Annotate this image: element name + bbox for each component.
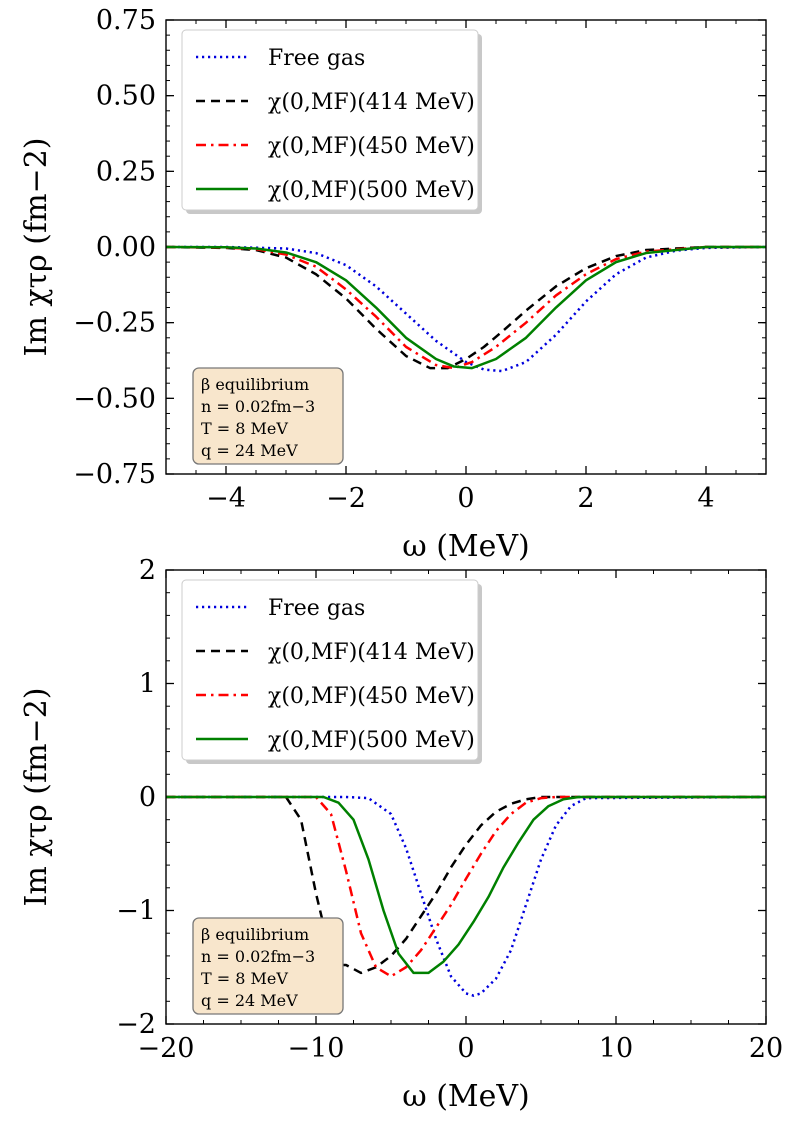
legend-label-3: χ(0,MF)(500 MeV) <box>268 728 475 753</box>
series-line-1 <box>166 245 766 370</box>
y-axis-title: Im χτρ (fm−2) <box>19 138 54 357</box>
legend-box <box>181 579 479 761</box>
legend-label-3: χ(0,MF)(500 MeV) <box>268 178 475 203</box>
y-tick-label: −0.50 <box>73 383 156 414</box>
series-line-3 <box>166 245 766 370</box>
legend-label-1: χ(0,MF)(414 MeV) <box>268 90 475 115</box>
series-line-3 <box>166 795 766 975</box>
y-tick-label: 0 <box>139 782 156 813</box>
annotation-line-3: q = 24 MeV <box>201 441 298 460</box>
x-axis-title: ω (MeV) <box>402 529 530 564</box>
x-tick-label: 20 <box>749 1033 783 1064</box>
x-tick-label: 0 <box>457 1033 474 1064</box>
series-line-2 <box>166 245 766 370</box>
annotation-box <box>192 367 344 465</box>
legend-label-0: Free gas <box>268 46 365 71</box>
series-line-0 <box>166 795 766 997</box>
series-line-2 <box>166 795 766 978</box>
legend-label-2: χ(0,MF)(450 MeV) <box>268 134 475 159</box>
annotation-line-3: q = 24 MeV <box>201 991 298 1010</box>
annotation-line-2: T = 8 MeV <box>201 969 288 988</box>
legend-label-1: χ(0,MF)(414 MeV) <box>268 640 475 665</box>
x-tick-label: −20 <box>138 1033 195 1064</box>
plot-frame <box>165 19 767 475</box>
top-panel: −4 −2 0 2 4 −0.75 −0.50 −0.25 0.00 0.25 0.50 0.75 Fr… <box>19 5 767 564</box>
y-tick-label: −1 <box>116 896 156 927</box>
y-tick-label: 0.50 <box>96 81 156 112</box>
x-tick-label: −4 <box>206 483 246 514</box>
x-tick-label: 10 <box>599 1033 633 1064</box>
x-tick-label: 0 <box>457 483 474 514</box>
annotation-box <box>192 917 344 1015</box>
y-tick-label: 1 <box>139 669 156 700</box>
series-line-1 <box>166 795 766 975</box>
y-tick-label: 0.75 <box>96 5 156 36</box>
annotation-line-2: T = 8 MeV <box>201 419 288 438</box>
annotation-line-1: n = 0.02fm−3 <box>201 947 315 966</box>
x-tick-label: 4 <box>697 483 714 514</box>
legend-label-2: χ(0,MF)(450 MeV) <box>268 684 475 709</box>
annotation-line-1: n = 0.02fm−3 <box>201 397 315 416</box>
x-tick-label: −2 <box>326 483 366 514</box>
y-axis-title: Im χτρ (fm−2) <box>19 688 54 907</box>
y-tick-label: −0.25 <box>73 308 156 339</box>
annotation-line-0: β equilibrium <box>201 925 309 944</box>
y-tick-label: −2 <box>116 1009 156 1040</box>
legend-box <box>181 29 479 211</box>
plot-frame <box>165 569 767 1025</box>
y-tick-label: 2 <box>139 555 156 586</box>
x-tick-label: −10 <box>288 1033 345 1064</box>
y-tick-label: −0.75 <box>73 459 156 490</box>
x-axis-title: ω (MeV) <box>402 1079 530 1114</box>
series-line-0 <box>166 245 766 373</box>
legend-label-0: Free gas <box>268 596 365 621</box>
x-tick-label: 2 <box>577 483 594 514</box>
y-tick-label: 0.00 <box>96 232 156 263</box>
annotation-line-0: β equilibrium <box>201 375 309 394</box>
y-tick-label: 0.25 <box>96 156 156 187</box>
